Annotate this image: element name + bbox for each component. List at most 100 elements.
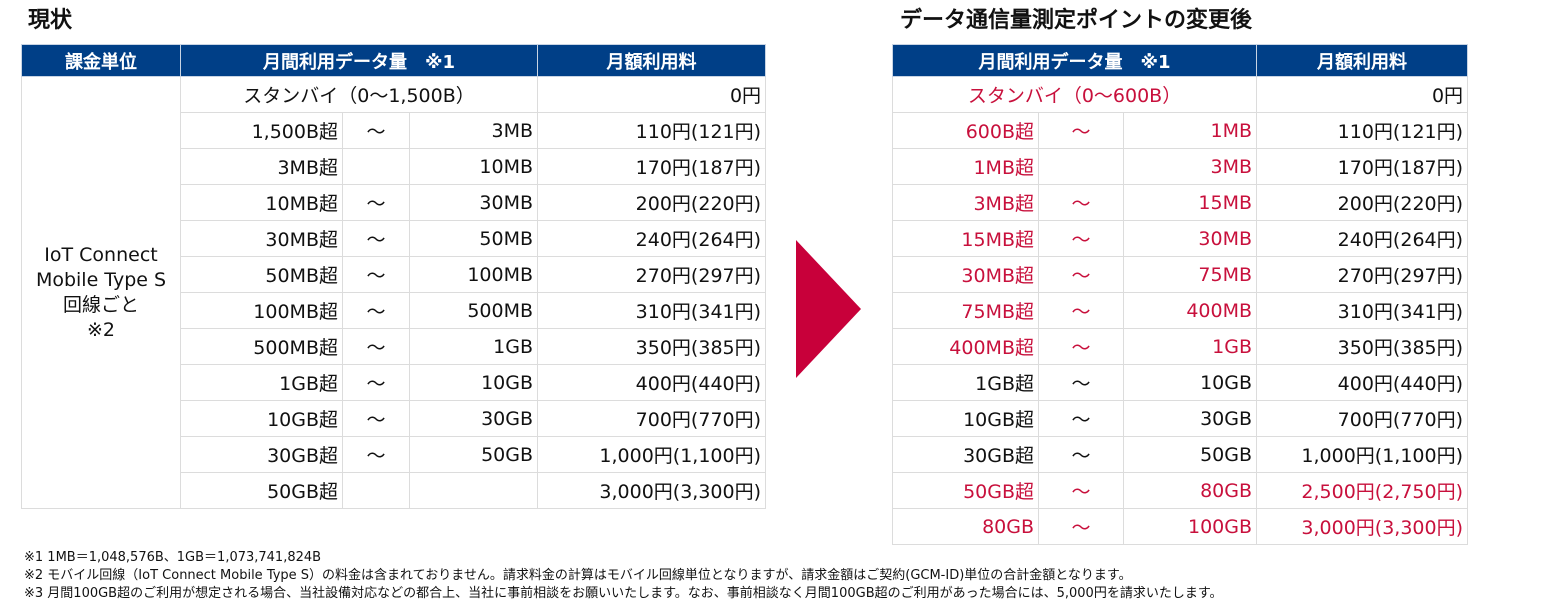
range-from: 80GB <box>892 508 1039 545</box>
unit-line: ※2 <box>86 318 115 341</box>
range-to: 1GB <box>1122 328 1258 365</box>
table-row: 30MB超～ 75MB 270円(297円) <box>892 256 1469 293</box>
range-from: 400MB超 <box>892 328 1039 365</box>
range-from: 30GB超 <box>892 436 1039 473</box>
arrow-right-icon <box>796 240 861 378</box>
range-from: 30GB超 <box>180 436 343 473</box>
range-separator: ～ <box>1038 436 1124 473</box>
range-to: 75MB <box>1122 256 1258 293</box>
range-to: 1GB <box>408 328 539 365</box>
table-row-standby: IoT Connect Mobile Type S 回線ごと ※2 スタンバイ（… <box>21 76 767 509</box>
monthly-price: 700円(770円) <box>537 400 767 437</box>
standby-price: 0円 <box>1256 76 1469 113</box>
range-from: 15MB超 <box>892 220 1039 257</box>
table-row: 30MB超～ 50MB 240円(264円) <box>22 220 767 257</box>
monthly-price: 170円(187円) <box>1256 148 1469 185</box>
monthly-price: 110円(121円) <box>1256 112 1469 149</box>
range-to: 10GB <box>408 364 539 401</box>
range-to: 80GB <box>1122 472 1258 509</box>
range-separator: ～ <box>1038 184 1124 221</box>
unit-line: 回線ごと <box>62 293 139 316</box>
range-separator <box>1038 148 1124 185</box>
range-separator: ～ <box>342 184 410 221</box>
changed-pricing-table: 月間利用データ量 ※1 月額利用料 スタンバイ（0～600B） 0円 600B超… <box>891 44 1469 545</box>
current-pricing-table: 課金単位 月間利用データ量 ※1 月額利用料 IoT Connect Mobil… <box>21 44 767 509</box>
range-to: 30GB <box>1122 400 1258 437</box>
table-row: 50MB超～ 100MB 270円(297円) <box>22 256 767 293</box>
range-from: 1GB超 <box>892 364 1039 401</box>
range-to: 30MB <box>1122 220 1258 257</box>
range-separator: ～ <box>1038 328 1124 365</box>
range-to: 50MB <box>408 220 539 257</box>
table-row: 3MB超～ 15MB 200円(220円) <box>892 184 1469 221</box>
table-row: 3MB超 10MB 170円(187円) <box>22 148 767 185</box>
current-title: 現状 <box>28 8 73 33</box>
table-row: 50GB超 3,000円(3,300円) <box>22 472 767 509</box>
range-separator: ～ <box>342 364 410 401</box>
table-row: 10GB超～ 30GB 700円(770円) <box>22 400 767 437</box>
range-from: 100MB超 <box>180 292 343 329</box>
monthly-price: 2,500円(2,750円) <box>1256 472 1469 509</box>
range-to: 10MB <box>408 148 539 185</box>
monthly-price: 240円(264円) <box>1256 220 1469 257</box>
monthly-price: 110円(121円) <box>537 112 767 149</box>
monthly-price: 310円(341円) <box>1256 292 1469 329</box>
footnote-2: ※2 モバイル回線（IoT Connect Mobile Type S）の料金は… <box>24 568 1132 583</box>
range-to: 500MB <box>408 292 539 329</box>
range-separator: ～ <box>1038 256 1124 293</box>
footnote-3: ※3 月間100GB超のご利用が想定される場合、当社設備対応などの都合上、当社に… <box>24 586 1223 601</box>
monthly-price: 270円(297円) <box>537 256 767 293</box>
range-from: 50GB超 <box>892 472 1039 509</box>
monthly-price: 200円(220円) <box>537 184 767 221</box>
monthly-price: 350円(385円) <box>537 328 767 365</box>
range-from: 1GB超 <box>180 364 343 401</box>
range-separator: ～ <box>1038 508 1124 545</box>
range-to: 30MB <box>408 184 539 221</box>
monthly-price: 310円(341円) <box>537 292 767 329</box>
range-from: 600B超 <box>892 112 1039 149</box>
monthly-price: 3,000円(3,300円) <box>1256 508 1469 545</box>
range-separator: ～ <box>1038 292 1124 329</box>
range-from: 30MB超 <box>892 256 1039 293</box>
monthly-price: 400円(440円) <box>537 364 767 401</box>
range-to: 3MB <box>408 112 539 149</box>
table-row: 30GB超～ 50GB 1,000円(1,100円) <box>892 436 1469 473</box>
standby-range: スタンバイ（0～1,500B） <box>179 76 539 113</box>
table-row: 1,500B超～ 3MB 110円(121円) <box>22 112 767 149</box>
range-separator: ～ <box>342 112 410 149</box>
standby-range: スタンバイ（0～600B） <box>891 76 1258 113</box>
standby-price: 0円 <box>537 76 767 113</box>
range-to: 50GB <box>1122 436 1258 473</box>
range-to: 3MB <box>1122 148 1258 185</box>
range-to: 400MB <box>1122 292 1258 329</box>
range-separator: ～ <box>1038 220 1124 257</box>
table-row: 1GB超～ 10GB 400円(440円) <box>22 364 767 401</box>
monthly-price: 170円(187円) <box>537 148 767 185</box>
table-row: 600B超～ 1MB 110円(121円) <box>892 112 1469 149</box>
monthly-price: 700円(770円) <box>1256 400 1469 437</box>
range-from: 3MB超 <box>892 184 1039 221</box>
range-separator: ～ <box>342 400 410 437</box>
header-billing-unit: 課金単位 <box>21 44 181 77</box>
changed-title: データ通信量測定ポイントの変更後 <box>900 8 1253 33</box>
range-from: 75MB超 <box>892 292 1039 329</box>
range-from: 1MB超 <box>892 148 1039 185</box>
range-from: 50GB超 <box>180 472 343 509</box>
range-to: 100GB <box>1122 508 1258 545</box>
monthly-price: 200円(220円) <box>1256 184 1469 221</box>
range-separator <box>342 472 410 509</box>
header-data-volume: 月間利用データ量 ※1 <box>891 44 1258 77</box>
unit-line: IoT Connect <box>44 243 158 266</box>
range-to: 1MB <box>1122 112 1258 149</box>
monthly-price: 270円(297円) <box>1256 256 1469 293</box>
range-from: 10GB超 <box>892 400 1039 437</box>
range-from: 3MB超 <box>180 148 343 185</box>
range-separator: ～ <box>342 220 410 257</box>
table-row: 50GB超～ 80GB 2,500円(2,750円) <box>892 472 1469 509</box>
monthly-price: 1,000円(1,100円) <box>1256 436 1469 473</box>
range-to <box>408 472 539 509</box>
table-row: 75MB超～ 400MB 310円(341円) <box>892 292 1469 329</box>
monthly-price: 240円(264円) <box>537 220 767 257</box>
range-to: 100MB <box>408 256 539 293</box>
table-row: 10GB超～ 30GB 700円(770円) <box>892 400 1469 437</box>
